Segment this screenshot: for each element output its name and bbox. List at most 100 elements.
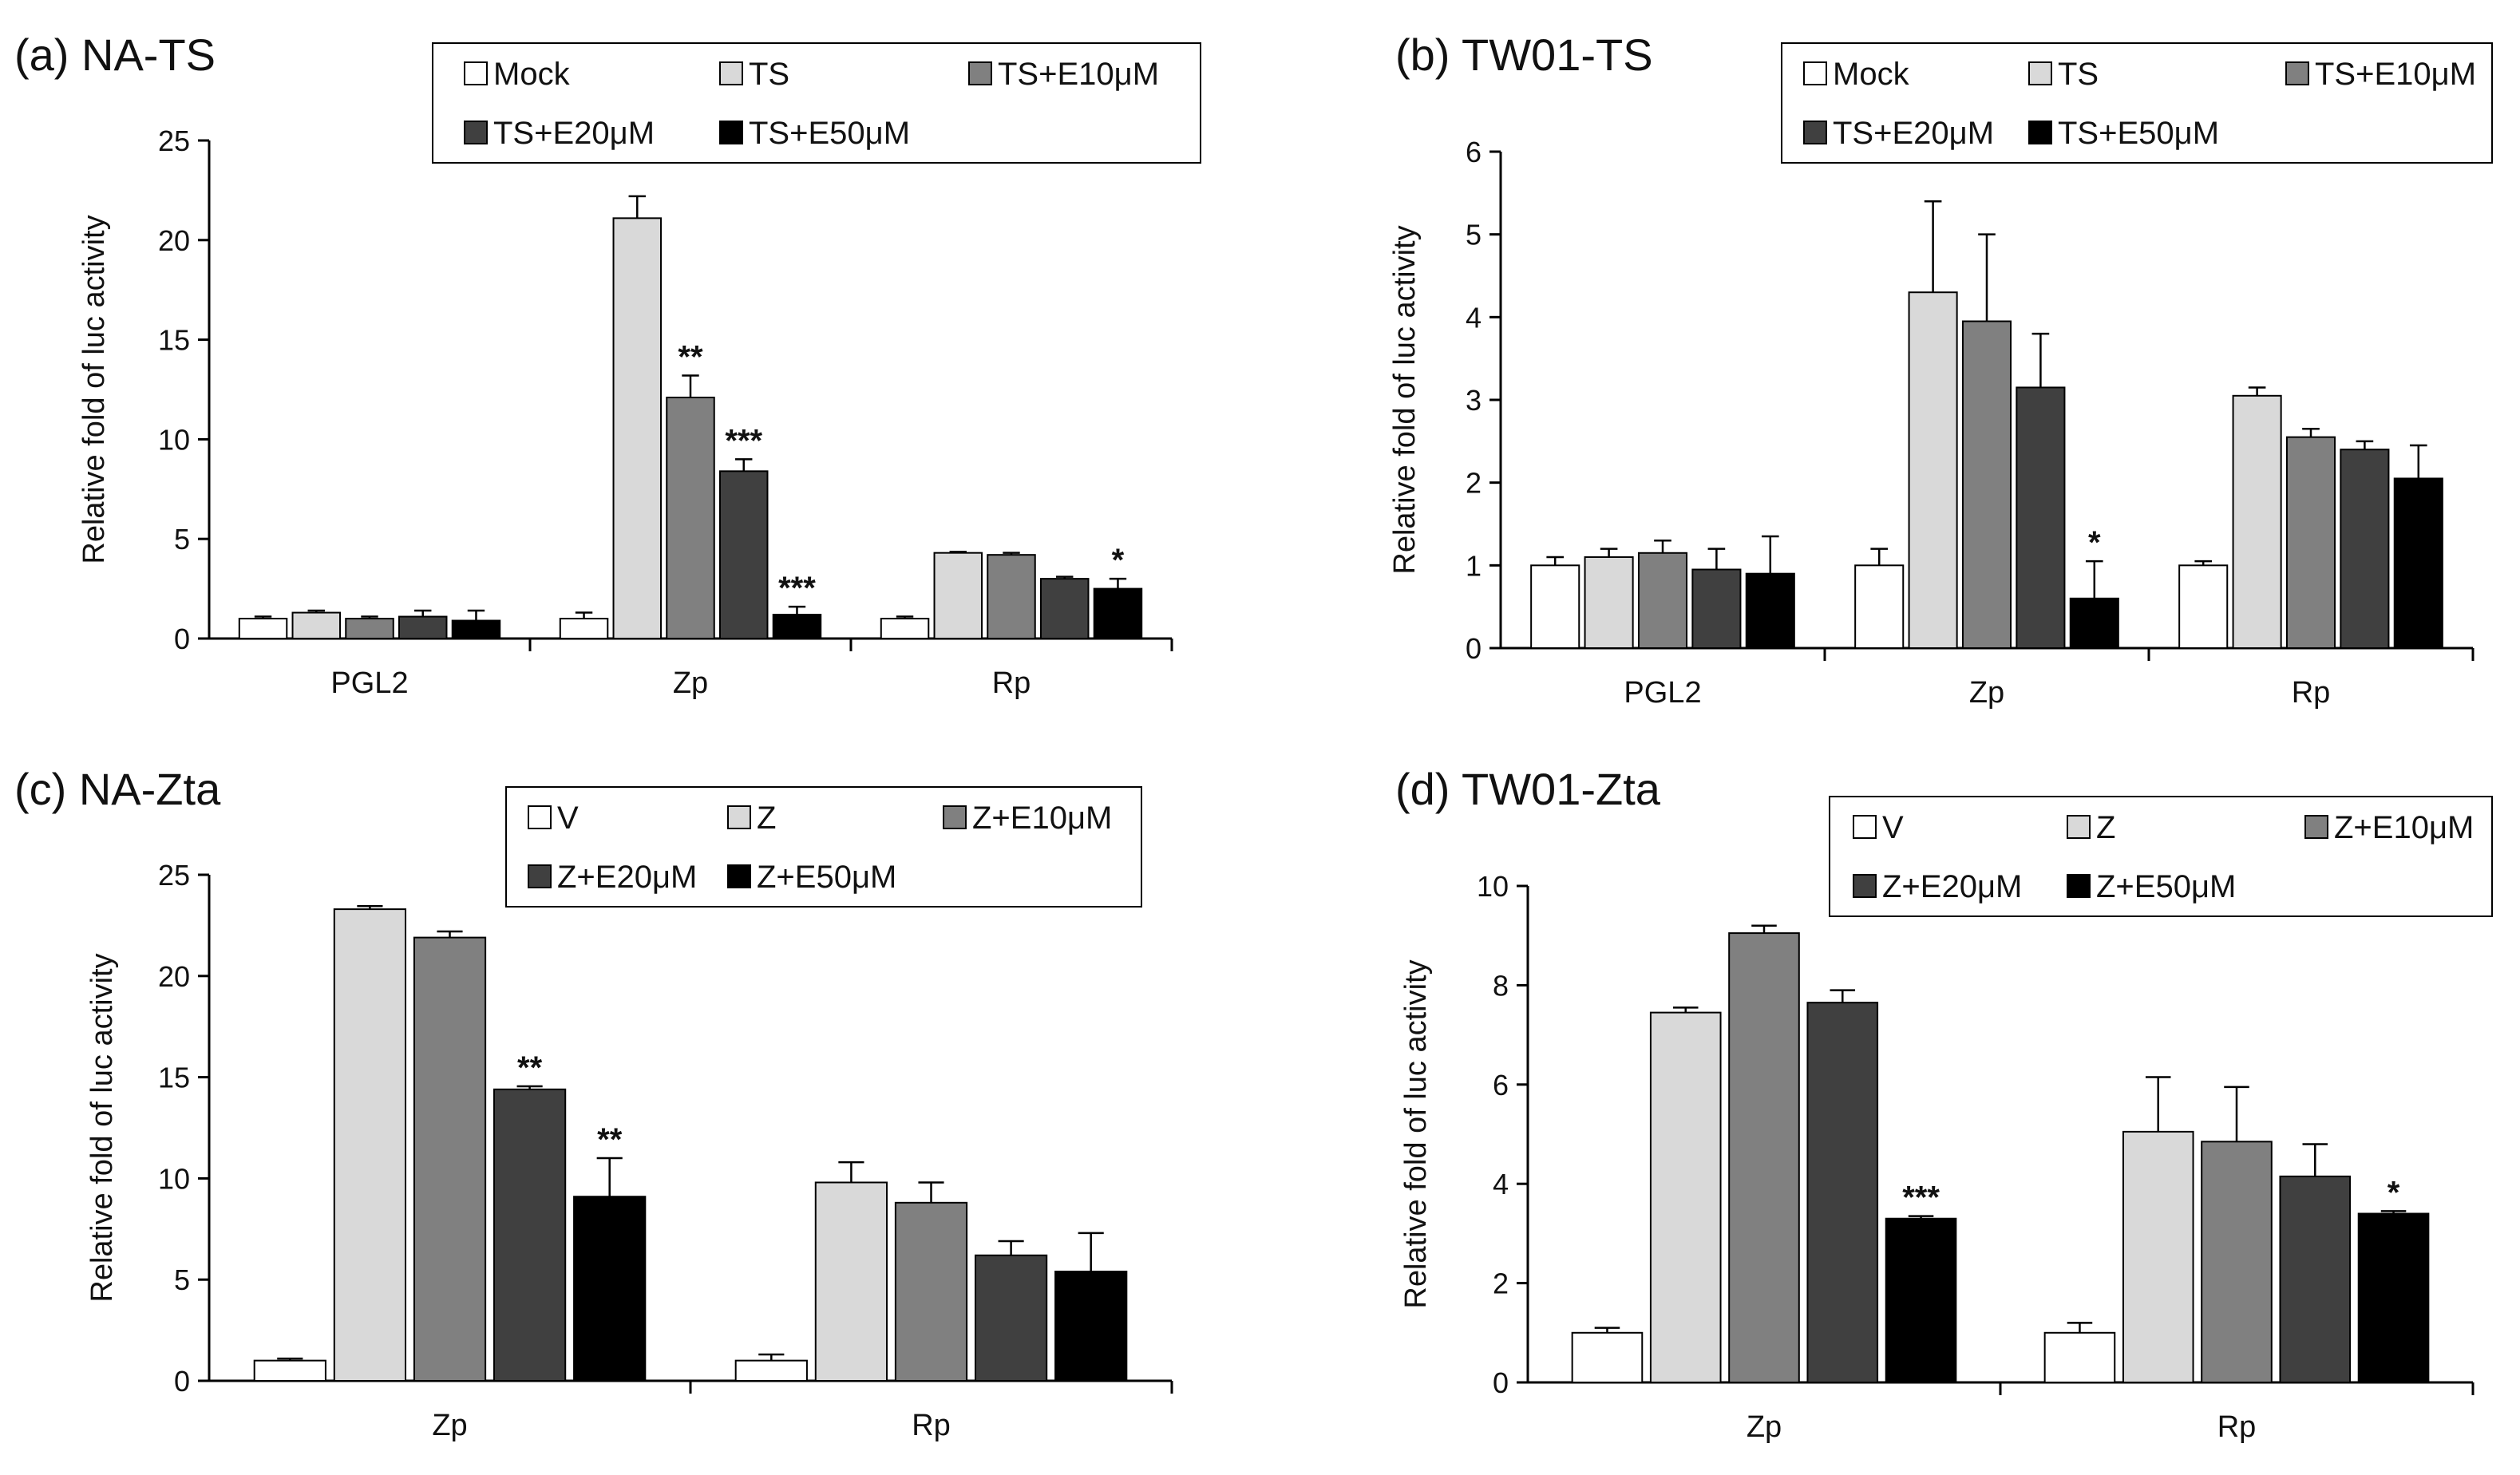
y-tick-label: 5 [174,523,190,556]
x-category-label: Rp [2292,676,2331,710]
panel-title: (d) TW01-Zta [1395,764,1661,814]
bar [2357,1212,2430,1384]
panel-title: (c) NA-Zta [14,764,221,814]
legend-label: Z+E10μM [2334,810,2474,845]
bar [2178,564,2229,649]
y-tick-label: 20 [158,960,190,993]
x-category-label: Zp [673,666,708,700]
panel-title: (b) TW01-TS [1395,30,1653,80]
legend-label: Z+E20μM [557,860,697,895]
y-tick-label: 0 [1466,632,1482,665]
bar [1530,564,1580,649]
legend-swatch [528,864,552,888]
bar [238,618,288,639]
legend-swatch [2028,61,2052,85]
bar [2201,1141,2273,1383]
significance-label: *** [1902,1180,1940,1216]
significance-label: *** [725,423,762,458]
bar [718,470,769,639]
legend-swatch [1853,874,1877,898]
legend-box [505,786,1142,908]
x-category-label: Zp [432,1409,467,1442]
y-axis-label: Relative fold of luc activity [1399,959,1433,1308]
significance-label: * [2387,1175,2400,1210]
y-tick-label: 3 [1466,384,1482,417]
y-tick-label: 4 [1466,301,1482,334]
significance-label: ** [678,340,703,375]
legend-label: Mock [1833,57,1910,92]
bar [2122,1130,2194,1383]
y-tick-label: 8 [1493,969,1509,1002]
legend-label: V [557,801,579,836]
bar [1854,564,1905,649]
significance-label: ** [597,1122,623,1157]
significance-label: ** [517,1050,543,1085]
significance-label: * [2088,525,2101,560]
bar [2285,436,2336,650]
x-category-label: Rp [2217,1410,2257,1444]
legend-swatch [464,61,488,85]
y-tick-label: 25 [158,859,190,892]
bar [894,1201,968,1382]
legend-label: TS+E50μM [749,116,910,151]
legend-swatch [2304,815,2328,839]
bar [974,1254,1048,1382]
bar [1908,291,1958,649]
bar [772,614,822,639]
bar [1806,1002,1879,1384]
legend-swatch [727,805,751,829]
y-tick-label: 10 [158,423,190,456]
bar [451,619,501,640]
legend-swatch [943,805,967,829]
y-axis-label: Relative fold of luc activity [85,953,119,1302]
legend-swatch [1803,121,1827,144]
bar [612,217,663,639]
bar [1637,552,1688,649]
y-axis-label: Relative fold of luc activity [77,215,111,564]
legend-swatch [528,805,552,829]
y-tick-label: 4 [1493,1168,1509,1200]
y-tick-label: 0 [174,623,190,655]
bar [253,1359,326,1382]
bar [333,908,407,1382]
legend-label: TS+E50μM [2058,116,2219,151]
legend-label: TS+E20μM [1833,116,1994,151]
chart-panel-d: (d) TW01-Zta Relative fold of luc activit… [1395,764,2493,1444]
bar [2279,1175,2352,1383]
legend-swatch [2028,121,2052,144]
significance-label: *** [778,571,816,606]
bar [2393,477,2443,649]
bar [573,1196,647,1382]
legend-swatch [2285,61,2309,85]
bar [814,1181,888,1382]
y-tick-label: 10 [1477,870,1509,903]
bar [2232,394,2282,649]
bar [1961,320,2012,649]
significance-label: * [1112,543,1125,578]
x-category-label: Rp [912,1409,951,1442]
bar [2340,449,2390,650]
y-tick-label: 2 [1493,1267,1509,1300]
legend-label: TS+E20μM [493,116,655,151]
bar [933,552,983,639]
bar [559,618,609,639]
y-axis-label: Relative fold of luc activity [1388,225,1422,574]
panel-title: (a) NA-TS [14,30,216,80]
bar [987,554,1036,640]
legend-swatch [2067,874,2091,898]
bar [1691,568,1742,649]
legend-box [432,42,1201,164]
legend-label: Z+E50μM [2096,869,2236,904]
y-tick-label: 20 [158,224,190,257]
bar [1728,932,1800,1383]
bar [1093,587,1143,639]
legend-label: Z+E20μM [1882,869,2022,904]
x-category-label: PGL2 [1624,676,1701,710]
bar [2043,1331,2116,1384]
legend-label: Z [2096,810,2115,845]
y-tick-label: 6 [1466,136,1482,168]
legend-label: TS [749,57,789,92]
y-tick-label: 0 [174,1365,190,1398]
y-tick-label: 15 [158,1062,190,1094]
